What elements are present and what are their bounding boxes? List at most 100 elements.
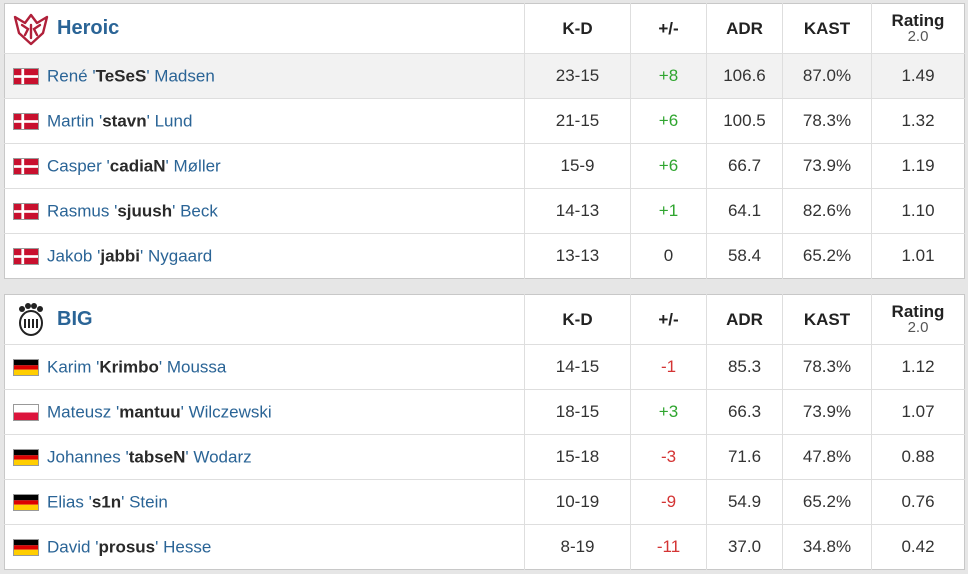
kd-value: 10-19 — [524, 479, 631, 525]
team-header: BIG — [5, 302, 524, 338]
plus-minus-value: +3 — [630, 389, 707, 435]
poland-flag-icon — [13, 403, 39, 421]
player-first-name: Elias — [47, 492, 84, 512]
player-rows: Karim 'Krimbo' Moussa 14-15 -1 85.3 78.3% 1.1… — [4, 344, 965, 570]
player-name-link[interactable]: Karim 'Krimbo' Moussa — [47, 357, 227, 377]
rating-version-label: 2.0 — [907, 28, 929, 45]
kd-value: 13-13 — [524, 233, 631, 279]
denmark-flag-icon — [13, 202, 39, 220]
rating-value: 0.42 — [871, 524, 965, 570]
player-last-name: Lund — [154, 111, 193, 131]
plus-minus-column-header[interactable]: +/- — [630, 294, 707, 345]
player-cell: David 'prosus' Hesse — [5, 525, 525, 570]
player-nickname: mantuu — [119, 402, 181, 422]
kd-column-header[interactable]: K-D — [524, 294, 631, 345]
player-name-link[interactable]: Casper 'cadiaN' Møller — [47, 156, 221, 176]
player-nickname: tabseN — [128, 447, 186, 467]
player-cell: Karim 'Krimbo' Moussa — [4, 344, 525, 390]
rating-column-header[interactable]: Rating 2.0 — [871, 294, 965, 345]
denmark-flag-icon — [13, 67, 39, 85]
kast-column-header[interactable]: KAST — [782, 294, 872, 345]
player-row: René 'TeSeS' Madsen 23-15 +8 106.6 87.0% 1.49 — [4, 53, 965, 99]
player-name-link[interactable]: Rasmus 'sjuush' Beck — [47, 201, 218, 221]
player-rows: René 'TeSeS' Madsen 23-15 +8 106.6 87.0% 1.49… — [4, 53, 965, 279]
adr-value: 37.0 — [706, 524, 783, 570]
denmark-flag-icon — [13, 247, 39, 265]
plus-minus-column-header[interactable]: +/- — [630, 3, 707, 54]
adr-value: 100.5 — [706, 98, 783, 144]
kast-value: 78.3% — [782, 98, 872, 144]
plus-minus-value: -11 — [630, 524, 707, 570]
player-row: Johannes 'tabseN' Wodarz 15-18 -3 71.6 47.8%… — [4, 434, 965, 480]
player-cell: Jakob 'jabbi' Nygaard — [5, 234, 525, 279]
kd-column-header[interactable]: K-D — [524, 3, 631, 54]
team-name-link[interactable]: BIG — [57, 308, 93, 330]
kd-value: 18-15 — [524, 389, 631, 435]
plus-minus-value: -9 — [630, 479, 707, 525]
adr-value: 54.9 — [706, 479, 783, 525]
player-nickname: stavn — [102, 111, 147, 131]
player-name-link[interactable]: René 'TeSeS' Madsen — [47, 66, 215, 86]
player-nickname: s1n — [91, 492, 122, 512]
kast-value: 47.8% — [782, 434, 872, 480]
player-name-link[interactable]: David 'prosus' Hesse — [47, 537, 212, 557]
kast-value: 65.2% — [782, 233, 872, 279]
kast-value: 73.9% — [782, 143, 872, 189]
adr-value: 58.4 — [706, 233, 783, 279]
kd-value: 8-19 — [524, 524, 631, 570]
player-row: Casper 'cadiaN' Møller 15-9 +6 66.7 73.9% 1.1… — [4, 143, 965, 189]
player-first-name: Jakob — [47, 246, 93, 266]
player-cell: Mateusz 'mantuu' Wilczewski — [4, 389, 525, 435]
kd-value: 21-15 — [524, 98, 631, 144]
rating-header-label: Rating — [891, 11, 945, 30]
plus-minus-value: -1 — [630, 344, 707, 390]
team-header: Heroic — [5, 11, 524, 47]
rating-value: 1.07 — [871, 389, 965, 435]
rating-value: 0.88 — [871, 434, 965, 480]
team-stats-table-big: BIG K-D +/- ADR KAST Rating 2.0 Karim 'Krimbo'… — [4, 294, 965, 570]
rating-value: 1.12 — [871, 344, 965, 390]
plus-minus-value: +8 — [630, 53, 707, 99]
kd-value: 23-15 — [524, 53, 631, 99]
team-header-cell: Heroic — [4, 3, 525, 54]
rating-column-header[interactable]: Rating 2.0 — [871, 3, 965, 54]
denmark-flag-icon — [13, 112, 39, 130]
kast-value: 78.3% — [782, 344, 872, 390]
kd-value: 15-18 — [524, 434, 631, 480]
player-row: David 'prosus' Hesse 8-19 -11 37.0 34.8% 0.42 — [5, 524, 965, 570]
kast-value: 65.2% — [782, 479, 872, 525]
player-name-link[interactable]: Jakob 'jabbi' Nygaard — [47, 246, 213, 266]
germany-flag-icon — [13, 358, 39, 376]
rating-value: 1.10 — [871, 188, 965, 234]
player-name-link[interactable]: Elias 's1n' Stein — [47, 492, 168, 512]
player-cell: Johannes 'tabseN' Wodarz — [4, 434, 525, 480]
player-nickname: prosus — [98, 537, 156, 557]
kast-column-header[interactable]: KAST — [782, 3, 872, 54]
adr-column-header[interactable]: ADR — [706, 294, 783, 345]
adr-value: 66.3 — [706, 389, 783, 435]
kast-value: 87.0% — [782, 53, 872, 99]
plus-minus-value: +6 — [630, 98, 707, 144]
player-name-link[interactable]: Martin 'stavn' Lund — [47, 111, 193, 131]
player-row: Elias 's1n' Stein 10-19 -9 54.9 65.2% 0.76 — [4, 479, 965, 525]
player-cell: Elias 's1n' Stein — [4, 479, 525, 525]
player-row: Mateusz 'mantuu' Wilczewski 18-15 +3 66.3 73… — [4, 389, 965, 435]
adr-value: 85.3 — [706, 344, 783, 390]
player-first-name: Mateusz — [47, 402, 112, 422]
adr-value: 66.7 — [706, 143, 783, 189]
player-first-name: Johannes — [47, 447, 121, 467]
player-name-link[interactable]: Johannes 'tabseN' Wodarz — [47, 447, 252, 467]
team-name-link[interactable]: Heroic — [57, 17, 120, 39]
adr-column-header[interactable]: ADR — [706, 3, 783, 54]
kast-value: 73.9% — [782, 389, 872, 435]
player-nickname: cadiaN — [109, 156, 166, 176]
team-logo-icon — [13, 302, 49, 338]
rating-value: 1.01 — [871, 233, 965, 279]
player-nickname: sjuush — [117, 201, 173, 221]
player-first-name: Martin — [47, 111, 95, 131]
team-stats-table-heroic: Heroic K-D +/- ADR KAST Rating 2.0 René 'TeSeS… — [4, 3, 965, 279]
player-name-link[interactable]: Mateusz 'mantuu' Wilczewski — [47, 402, 272, 422]
rating-value: 0.76 — [871, 479, 965, 525]
kd-value: 14-13 — [524, 188, 631, 234]
player-nickname: jabbi — [100, 246, 141, 266]
